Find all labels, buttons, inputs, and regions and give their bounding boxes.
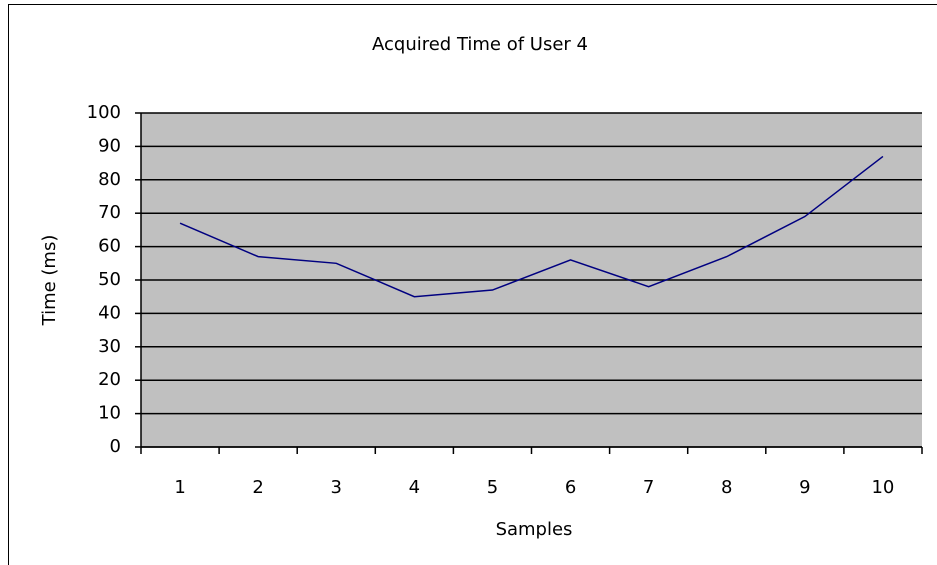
x-tick-label: 4 (409, 477, 420, 498)
y-tick-label: 50 (98, 269, 121, 290)
x-tick-label: 7 (643, 477, 654, 498)
y-tick-label: 100 (87, 102, 121, 123)
y-tick-label: 90 (98, 135, 121, 156)
x-tick-label: 2 (252, 477, 263, 498)
y-tick-label: 0 (110, 436, 121, 457)
y-tick-label: 40 (98, 302, 121, 323)
x-tick-label: 10 (871, 477, 894, 498)
y-tick-label: 60 (98, 236, 121, 257)
y-tick-label: 10 (98, 403, 121, 424)
y-tick-label: 70 (98, 202, 121, 223)
x-tick-label: 5 (487, 477, 498, 498)
y-tick-label: 30 (98, 336, 121, 357)
chart-title: Acquired Time of User 4 (372, 34, 588, 55)
x-tick-label: 9 (799, 477, 810, 498)
x-tick-label: 1 (174, 477, 185, 498)
x-tick-label: 3 (331, 477, 342, 498)
y-tick-label: 20 (98, 369, 121, 390)
y-axis-label: Time (ms) (39, 235, 60, 327)
x-tick-label: 6 (565, 477, 576, 498)
x-tick-label: 8 (721, 477, 732, 498)
y-tick-label: 80 (98, 169, 121, 190)
x-axis-label: Samples (496, 519, 573, 540)
series-line (179, 155, 884, 298)
